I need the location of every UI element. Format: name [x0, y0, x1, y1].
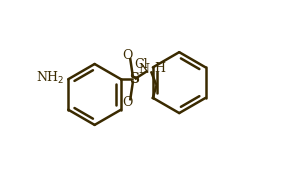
Text: H: H	[154, 62, 165, 75]
Text: N: N	[139, 63, 150, 76]
Text: O: O	[123, 96, 133, 109]
Text: Cl: Cl	[134, 58, 148, 71]
Text: NH$_2$: NH$_2$	[36, 70, 65, 87]
Text: O: O	[123, 49, 133, 62]
Text: S: S	[129, 72, 139, 86]
